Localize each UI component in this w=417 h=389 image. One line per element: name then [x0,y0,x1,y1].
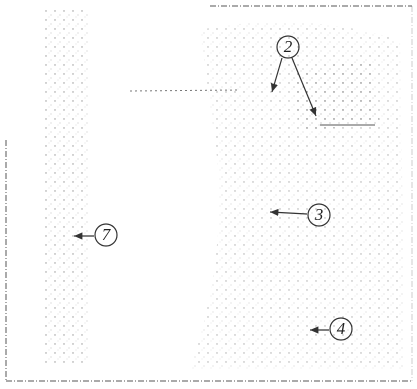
callout-label: 2 [284,37,293,56]
stipple-column [45,10,90,365]
callout-label: 3 [314,205,324,224]
callout-label: 7 [102,225,112,244]
diagram: 2 3 4 7 [0,0,417,389]
page: 2 3 4 7 (() => { const data = JSON.parse… [0,0,417,389]
stipple-detail [290,60,380,130]
callout-label: 4 [337,319,346,338]
